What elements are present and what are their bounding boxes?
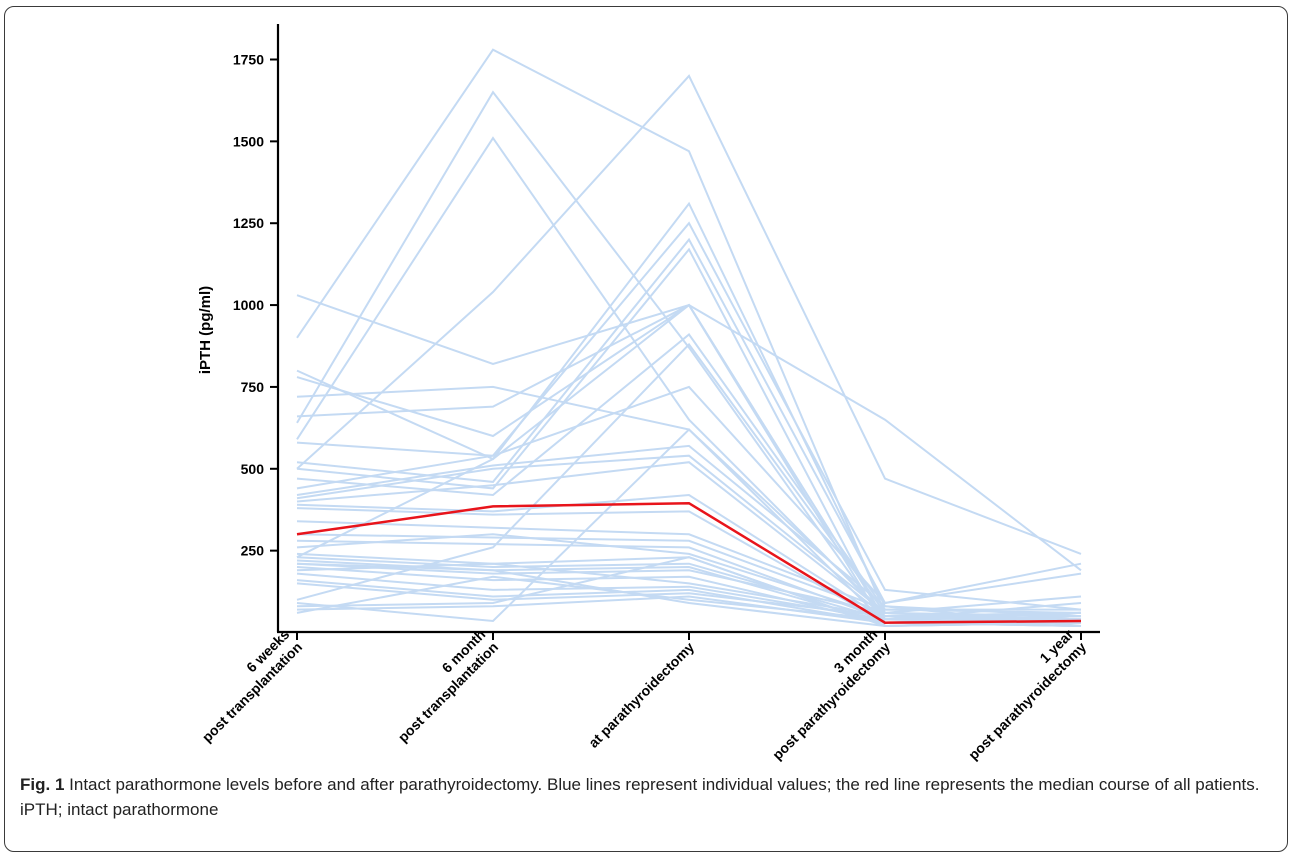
individual-series-line [296, 575, 1082, 621]
individual-series-line [296, 572, 1082, 621]
y-tick-label: 500 [241, 461, 265, 477]
individual-series-layer [296, 48, 1082, 628]
figure-caption: Fig. 1 Intact parathormone levels before… [20, 772, 1270, 822]
individual-series-line [296, 333, 1082, 614]
median-series-layer [296, 501, 1082, 624]
individual-series-line [296, 221, 1082, 611]
individual-series-line [296, 237, 1082, 605]
individual-series-line [296, 342, 1082, 621]
individual-series-line [296, 428, 1082, 627]
individual-series-line [296, 303, 1082, 628]
individual-series-line [296, 136, 1082, 624]
individual-series-line [296, 533, 1082, 614]
y-tick-label: 250 [241, 543, 265, 559]
x-category-label-line: post parathyroidectomy [965, 639, 1089, 763]
x-category-label-line: post parathyroidectomy [769, 639, 893, 763]
y-axis-label: iPTH (pg/ml) [197, 286, 214, 374]
individual-series-line [296, 74, 1082, 555]
median-series-line [296, 501, 1082, 624]
y-tick-label: 1750 [233, 52, 264, 68]
x-category-label: at parathyroidectomy [585, 639, 697, 751]
individual-series-line [296, 444, 1082, 627]
y-tick-label: 1250 [233, 215, 264, 231]
individual-series-line [296, 90, 1082, 627]
individual-series-line [296, 303, 1082, 572]
y-tick-label: 1500 [233, 133, 264, 149]
figure-frame [4, 6, 1288, 852]
individual-series-line [296, 562, 1082, 628]
individual-series-line [296, 539, 1082, 621]
individual-series-line [296, 520, 1081, 611]
individual-series-line [296, 385, 1082, 605]
individual-series-line [296, 595, 1082, 624]
x-category-label-line: at parathyroidectomy [585, 639, 697, 751]
y-tick-label: 1000 [233, 297, 264, 313]
y-tick-label: 750 [241, 379, 265, 395]
caption-text: Intact parathormone levels before and af… [20, 775, 1260, 819]
caption-label: Fig. 1 [20, 775, 65, 794]
